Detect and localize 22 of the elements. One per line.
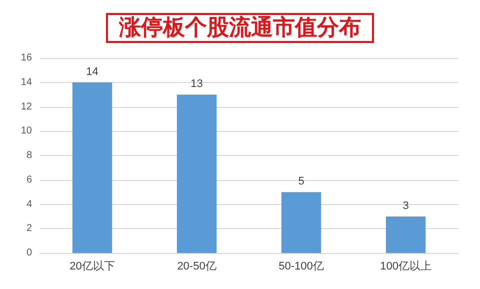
- data-label: 14: [86, 66, 98, 78]
- x-tick-label: 20亿以下: [70, 260, 115, 272]
- bar: [176, 94, 217, 253]
- chart-title: 涨停板个股流通市值分布: [118, 14, 361, 40]
- y-tick-label: 6: [26, 174, 32, 186]
- y-tick-label: 16: [20, 52, 32, 64]
- y-tick-label: 12: [20, 101, 32, 112]
- bar: [386, 216, 426, 253]
- data-label: 5: [298, 176, 304, 188]
- bar: [72, 82, 112, 253]
- bar: [281, 192, 322, 253]
- x-tick-label: 20-50亿: [177, 260, 216, 272]
- data-label: 13: [190, 78, 203, 90]
- y-tick-label: 4: [26, 198, 32, 210]
- y-tick-label: 10: [20, 126, 32, 137]
- x-tick-label: 100亿以上: [380, 260, 432, 272]
- y-tick-label: 14: [20, 76, 32, 88]
- y-tick-label: 2: [26, 223, 32, 234]
- y-tick-label: 0: [26, 248, 32, 258]
- data-label: 3: [402, 200, 409, 212]
- y-tick-label: 8: [26, 150, 32, 161]
- x-tick-label: 50-100亿: [278, 260, 324, 272]
